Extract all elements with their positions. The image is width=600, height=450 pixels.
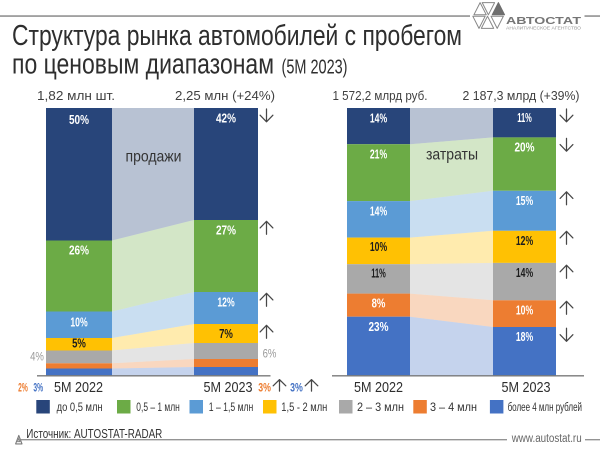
svg-text:10%: 10%	[70, 316, 87, 330]
svg-text:7%: 7%	[219, 327, 233, 341]
svg-text:12%: 12%	[217, 296, 234, 310]
svg-text:Источник: AUTOSTAT-RADAR: Источник: AUTOSTAT-RADAR	[26, 426, 162, 441]
svg-text:23%: 23%	[369, 320, 389, 334]
svg-text:1 – 1,5 млн: 1 – 1,5 млн	[209, 400, 254, 414]
svg-text:42%: 42%	[216, 112, 236, 126]
svg-text:1 572,2 млрд руб.: 1 572,2 млрд руб.	[333, 88, 428, 103]
svg-text:5М 2022: 5М 2022	[354, 379, 403, 396]
svg-text:11%: 11%	[517, 111, 532, 125]
svg-text:4%: 4%	[30, 350, 44, 364]
svg-text:до 0,5 млн: до 0,5 млн	[57, 400, 103, 414]
svg-text:5М 2023: 5М 2023	[502, 379, 551, 396]
svg-text:50%: 50%	[69, 113, 89, 127]
svg-text:26%: 26%	[69, 244, 89, 258]
svg-text:5М 2023: 5М 2023	[204, 379, 253, 396]
svg-text:затраты: затраты	[426, 147, 478, 164]
svg-text:20%: 20%	[515, 141, 535, 155]
svg-text:14%: 14%	[370, 205, 387, 219]
svg-text:www.autostat.ru: www.autostat.ru	[511, 433, 582, 445]
svg-text:21%: 21%	[370, 148, 387, 162]
svg-text:0,5 – 1 млн: 0,5 – 1 млн	[136, 400, 180, 414]
svg-text:АНАЛИТИЧЕСКОЕ АГЕНТСТВО: АНАЛИТИЧЕСКОЕ АГЕНТСТВО	[506, 26, 581, 32]
svg-text:5%: 5%	[72, 337, 86, 351]
svg-text:3%: 3%	[258, 381, 271, 395]
svg-text:10%: 10%	[370, 240, 387, 254]
svg-text:1,5 - 2 млн: 1,5 - 2 млн	[281, 400, 327, 414]
svg-text:15%: 15%	[516, 194, 533, 208]
svg-text:3%: 3%	[290, 381, 303, 395]
svg-text:Структура рынка автомобилей с: Структура рынка автомобилей с пробегом	[12, 20, 462, 52]
svg-text:2 – 3 млн: 2 – 3 млн	[357, 400, 404, 414]
svg-text:продажи: продажи	[126, 149, 182, 166]
svg-text:10%: 10%	[516, 304, 533, 318]
svg-text:2%: 2%	[18, 381, 28, 395]
svg-text:14%: 14%	[516, 266, 533, 280]
svg-text:3%: 3%	[33, 381, 43, 395]
svg-text:(5М 2023): (5М 2023)	[282, 56, 348, 79]
svg-text:14%: 14%	[370, 112, 387, 126]
svg-text:2 187,3 млрд (+39%): 2 187,3 млрд (+39%)	[463, 88, 580, 103]
svg-text:по ценовым диапазонам: по ценовым диапазонам	[12, 49, 274, 81]
svg-text:11%: 11%	[371, 267, 386, 281]
svg-text:3 – 4 млн: 3 – 4 млн	[430, 400, 477, 414]
svg-text:1,82 млн шт.: 1,82 млн шт.	[37, 88, 115, 103]
svg-text:2,25 млн (+24%): 2,25 млн (+24%)	[175, 88, 275, 103]
svg-text:5М 2022: 5М 2022	[54, 379, 103, 396]
svg-text:27%: 27%	[216, 224, 236, 238]
svg-text:12%: 12%	[516, 234, 533, 248]
svg-text:более 4 млн рублей: более 4 млн рублей	[508, 400, 582, 414]
svg-text:6%: 6%	[263, 347, 277, 361]
svg-text:АВТОСТАТ: АВТОСТАТ	[506, 16, 582, 27]
svg-text:18%: 18%	[516, 330, 533, 344]
svg-text:8%: 8%	[372, 297, 386, 311]
